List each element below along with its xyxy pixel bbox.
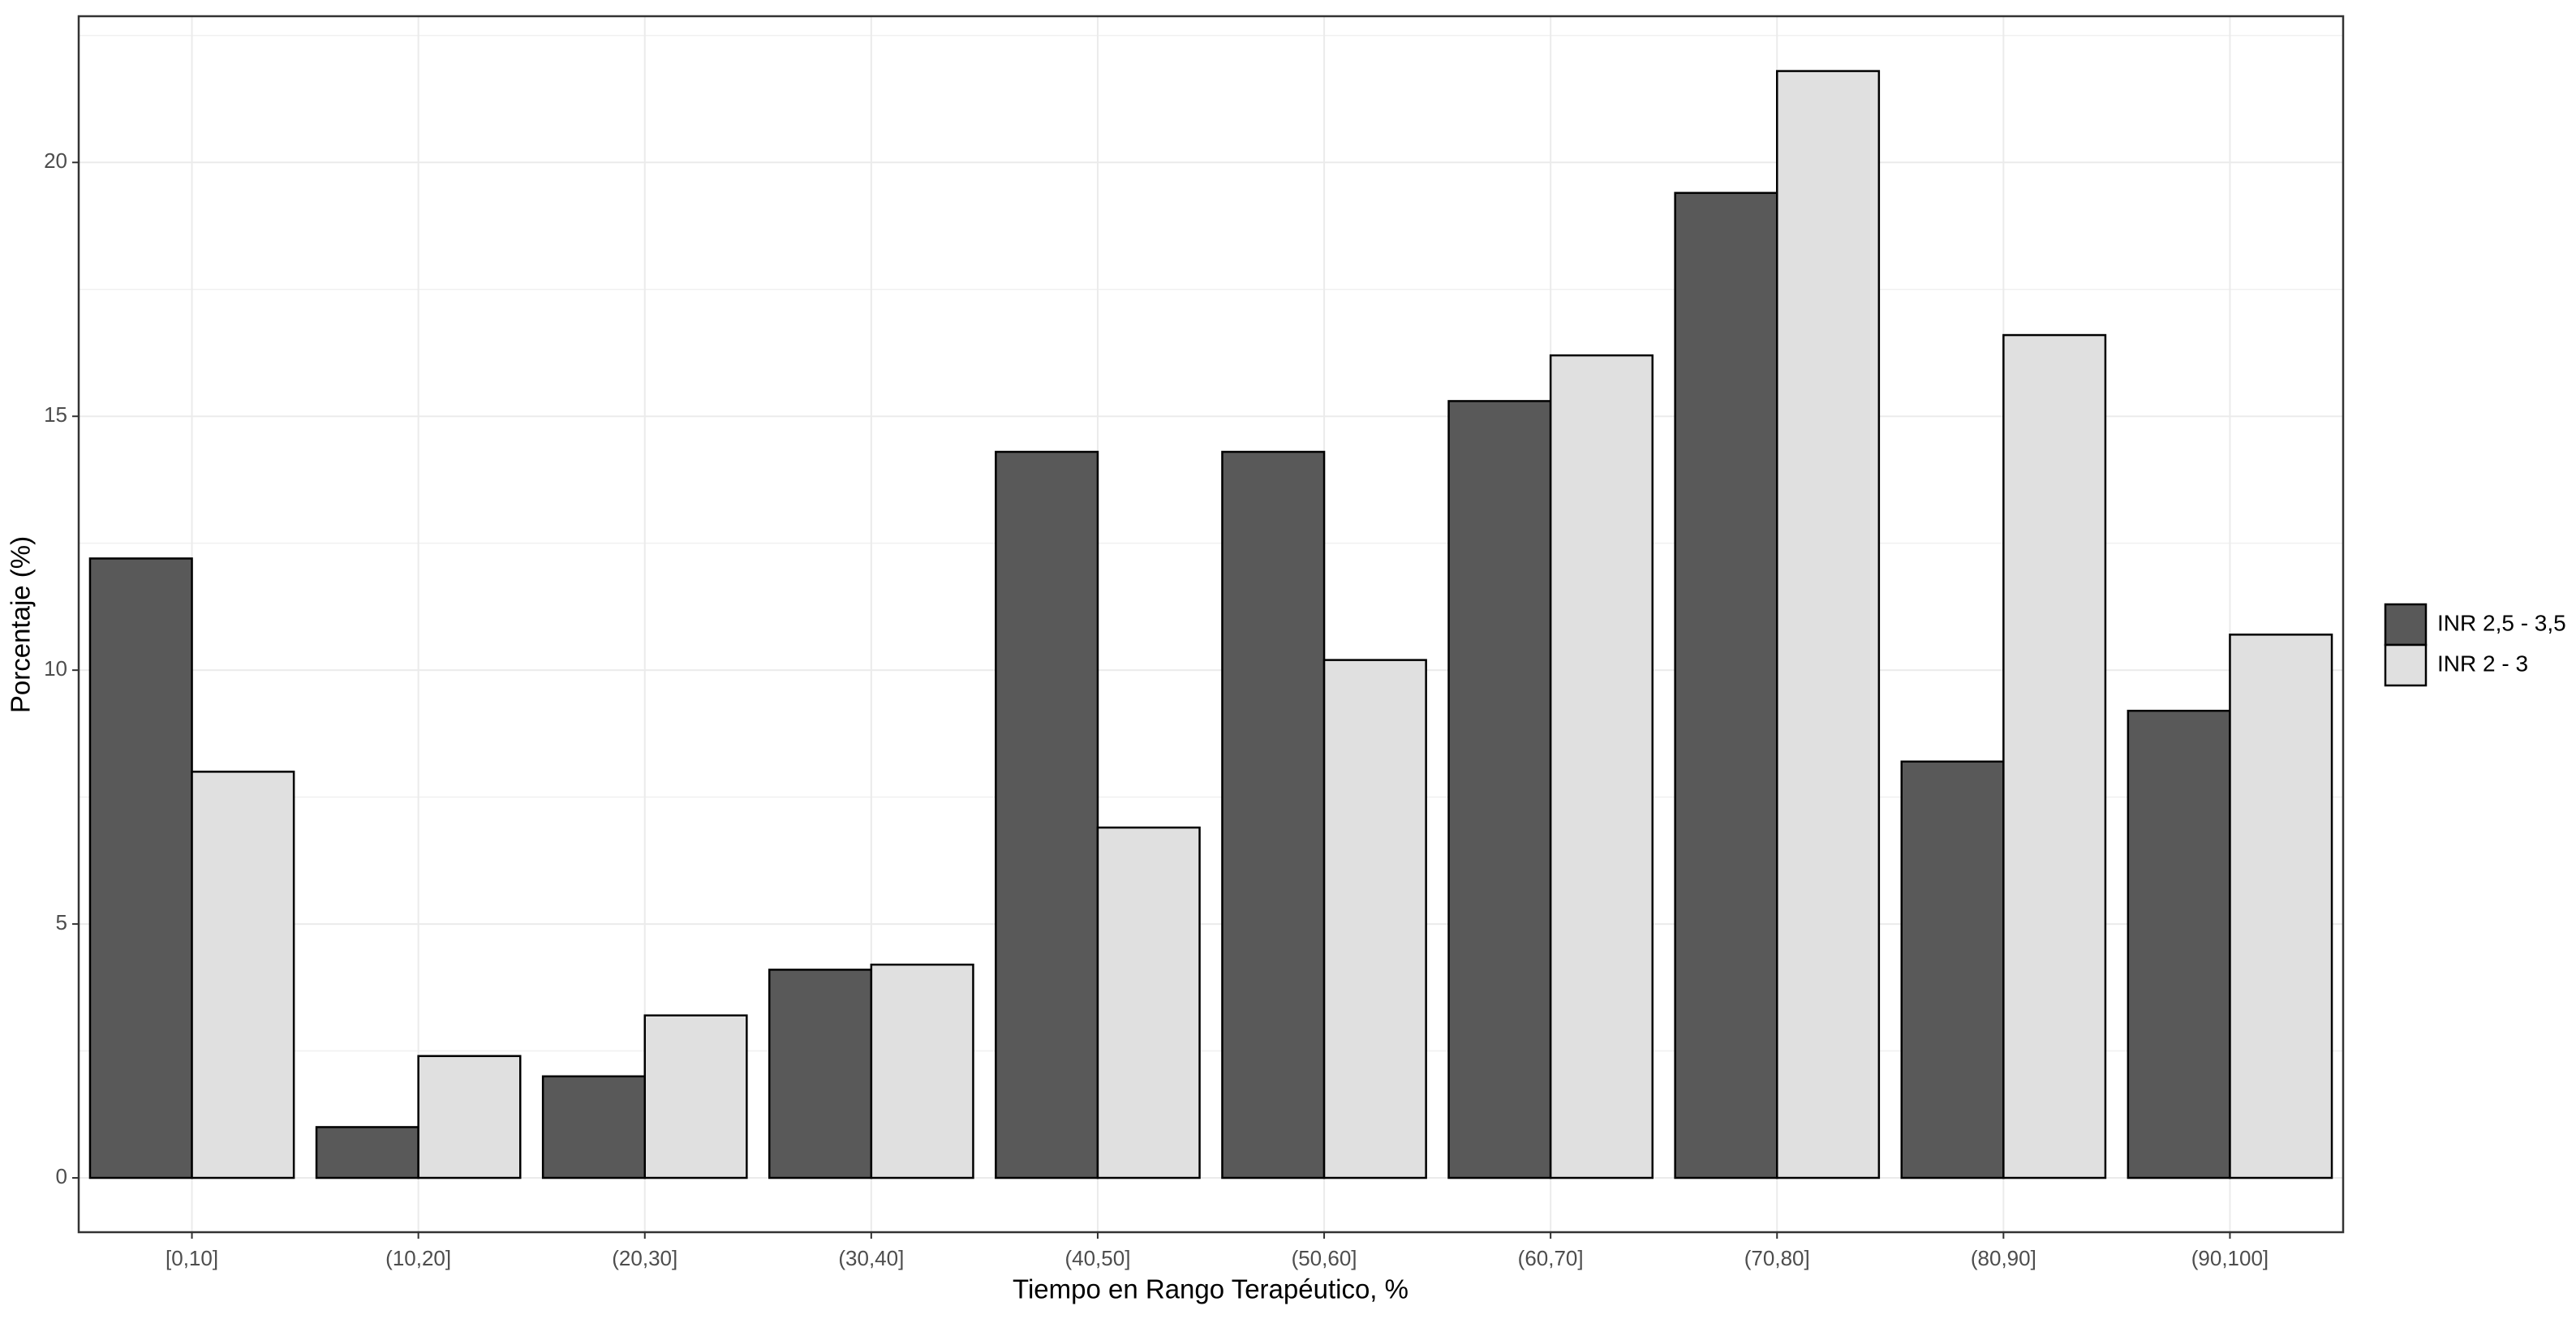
x-tick-label: (90,100] [2191,1246,2269,1270]
legend-key [2384,603,2428,647]
x-tick-label: (80,90] [1971,1246,2036,1270]
bar [315,1126,419,1179]
bar [2002,333,2107,1179]
y-tick-label: 0 [56,1164,67,1188]
legend-label: INR 2 - 3 [2437,651,2528,676]
bar [191,771,295,1179]
y-axis-title: Porcentaje (%) [6,536,36,713]
bar [870,963,974,1179]
bar [1776,70,1881,1179]
bar [995,450,1099,1179]
x-tick-label: (60,70] [1518,1246,1584,1270]
bar [2229,634,2333,1179]
bar [643,1014,748,1179]
bar [541,1075,647,1179]
y-tick-label: 20 [44,148,67,173]
y-tick-label: 5 [56,910,67,934]
bar [88,557,193,1179]
bar [2127,709,2231,1179]
bar [1096,826,1201,1179]
y-tick-label: 10 [44,656,67,681]
x-axis-title: Tiempo en Rango Terapéutico, % [1013,1274,1408,1304]
bar [1322,659,1427,1179]
x-tick-label: (30,40] [838,1246,904,1270]
x-tick-label: (40,50] [1064,1246,1130,1270]
bar [1674,191,1778,1179]
bar [1447,400,1552,1179]
bar [1900,760,2005,1179]
plot-border [77,15,2345,1234]
legend-label: INR 2,5 - 3,5 [2437,610,2566,635]
bar [768,969,873,1179]
legend-key [2384,643,2428,687]
bar [1549,354,1654,1179]
x-tick-label: (10,20] [385,1246,451,1270]
bar [1221,450,1326,1179]
x-tick-label: [0,10] [166,1246,218,1270]
x-tick-label: (50,60] [1292,1246,1357,1270]
y-tick-label: 15 [44,402,67,427]
x-tick-label: (70,80] [1744,1246,1810,1270]
x-tick-label: (20,30] [612,1246,677,1270]
bar [417,1055,522,1179]
